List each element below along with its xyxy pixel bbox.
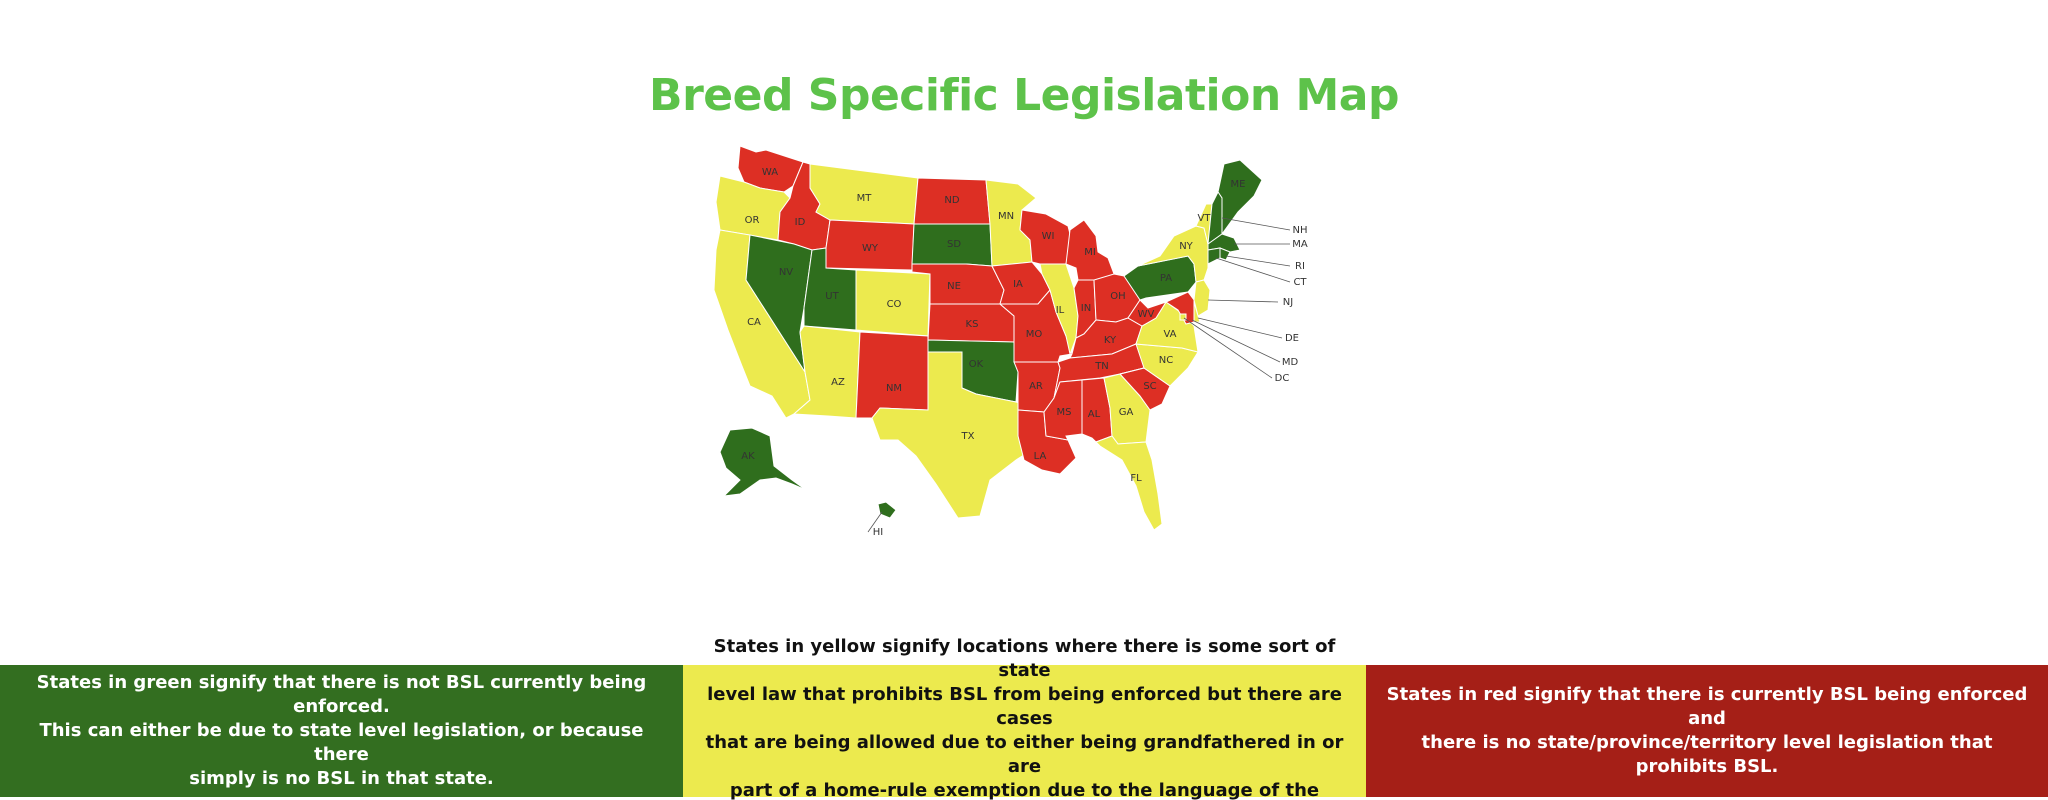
state-mi	[1065, 219, 1115, 283]
legend-yellow-line: that are being allowed due to either bei…	[705, 732, 1344, 777]
state-label-ks: KS	[966, 319, 979, 330]
state-label-nc: NC	[1159, 355, 1173, 366]
callout-line-de	[1197, 317, 1283, 339]
page-title: Breed Specific Legislation Map	[649, 70, 1399, 121]
legend-red-line: there is no state/province/territory lev…	[1421, 732, 1993, 777]
state-label-wa: WA	[762, 167, 778, 178]
state-label-oh: OH	[1110, 291, 1125, 302]
state-label-ga: GA	[1119, 407, 1134, 418]
legend-yellow-line: level law that prohibits BSL from being …	[707, 684, 1342, 729]
callout-line-nh	[1221, 217, 1291, 231]
state-label-mo: MO	[1026, 329, 1043, 340]
callout-line-ri	[1225, 255, 1291, 267]
state-label-il: IL	[1056, 305, 1065, 316]
state-label-la: LA	[1034, 451, 1047, 462]
state-md	[1164, 291, 1195, 325]
legend-yellow-line: part of a home-rule exemption due to the…	[729, 780, 1320, 800]
state-label-sd: SD	[947, 239, 961, 250]
state-label-de: DE	[1285, 333, 1299, 344]
state-label-in: IN	[1081, 303, 1091, 314]
state-label-ne: NE	[947, 281, 961, 292]
state-tx	[871, 351, 1039, 519]
us-map-svg: WA OR CA ID NV MT WY UT AZ CO NM ND SD NE KS OK TX MN IA MO…	[713, 145, 1308, 538]
state-label-pa: PA	[1160, 273, 1172, 284]
state-wy	[825, 219, 915, 271]
state-label-ny: NY	[1179, 241, 1193, 252]
state-label-al: AL	[1088, 409, 1101, 420]
state-label-me: ME	[1231, 179, 1246, 190]
legend-green-line: simply is no BSL in that state.	[189, 768, 494, 789]
state-label-ar: AR	[1029, 381, 1043, 392]
callout-line-nj	[1207, 299, 1279, 303]
state-label-hi: HI	[873, 527, 883, 538]
state-label-nj: NJ	[1283, 297, 1293, 308]
callout-line-md	[1191, 319, 1281, 363]
state-hi	[877, 501, 897, 519]
state-label-wv: WV	[1138, 309, 1155, 320]
state-label-dc: DC	[1275, 373, 1290, 384]
state-label-ak: AK	[741, 451, 755, 462]
state-nv	[745, 234, 813, 373]
legend-red-line: States in red signify that there is curr…	[1386, 684, 2028, 729]
state-label-nv: NV	[779, 267, 793, 278]
leader-lines	[867, 217, 1291, 533]
state-label-fl: FL	[1130, 473, 1142, 484]
state-label-ut: UT	[825, 291, 839, 302]
state-label-az: AZ	[831, 377, 845, 388]
state-label-ma: MA	[1292, 239, 1308, 250]
state-label-mi: MI	[1084, 247, 1096, 258]
state-label-ia: IA	[1013, 279, 1023, 290]
state-me	[1217, 159, 1263, 236]
state-label-co: CO	[887, 299, 902, 310]
state-nm	[855, 331, 929, 419]
legend-green-box: States in green signify that there is no…	[0, 665, 683, 797]
state-label-ok: OK	[969, 359, 984, 370]
legend-green-line: This can either be due to state level le…	[39, 720, 644, 765]
us-map: WA OR CA ID NV MT WY UT AZ CO NM ND SD NE KS OK TX MN IA MO…	[700, 140, 1340, 540]
state-label-tx: TX	[961, 431, 975, 442]
states-layer	[713, 145, 1263, 531]
state-ct	[1207, 247, 1221, 265]
state-label-md: MD	[1282, 357, 1299, 368]
state-fl	[1095, 435, 1163, 531]
state-ak	[719, 427, 807, 497]
state-label-ky: KY	[1104, 335, 1117, 346]
state-label-wy: WY	[862, 243, 879, 254]
state-labels: WA OR CA ID NV MT WY UT AZ CO NM ND SD NE KS OK TX MN IA MO…	[741, 167, 1308, 538]
legend: States in green signify that there is no…	[0, 636, 2048, 800]
legend-green-line: States in green signify that there is no…	[36, 672, 647, 717]
state-label-or: OR	[745, 215, 760, 226]
state-label-nh: NH	[1293, 225, 1308, 236]
state-ms	[1043, 379, 1083, 441]
legend-red-box: States in red signify that there is curr…	[1366, 665, 2048, 797]
state-label-nm: NM	[886, 383, 902, 394]
state-label-id: ID	[795, 217, 806, 228]
state-label-mt: MT	[857, 193, 873, 204]
callout-line-dc	[1183, 317, 1273, 379]
legend-yellow-box: States in yellow signify locations where…	[683, 636, 1366, 800]
state-il	[1039, 263, 1079, 356]
state-label-nd: ND	[944, 195, 959, 206]
state-label-va: VA	[1163, 329, 1176, 340]
state-label-tn: TN	[1094, 361, 1109, 372]
state-label-mn: MN	[998, 211, 1014, 222]
state-wa	[737, 145, 804, 193]
callout-line-hi	[867, 511, 883, 533]
state-label-sc: SC	[1143, 381, 1156, 392]
state-label-vt: VT	[1198, 213, 1212, 224]
state-label-ca: CA	[747, 317, 761, 328]
state-label-ms: MS	[1057, 407, 1072, 418]
state-label-wi: WI	[1042, 231, 1055, 242]
state-label-ct: CT	[1293, 277, 1307, 288]
callout-line-ct	[1215, 257, 1291, 283]
legend-yellow-line: States in yellow signify locations where…	[713, 636, 1336, 681]
state-label-ri: RI	[1295, 261, 1305, 272]
state-nh	[1207, 191, 1223, 246]
